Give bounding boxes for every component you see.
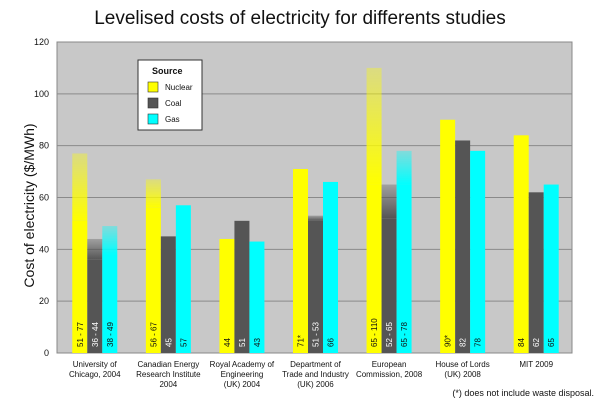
nuclear-bar xyxy=(366,184,382,353)
category-label: Royal Academy of xyxy=(210,360,275,369)
nuclear-bar xyxy=(219,238,235,353)
nuclear-bar xyxy=(145,207,161,353)
coal-bar xyxy=(455,140,471,353)
category-label: House of Lords xyxy=(436,360,490,369)
nuclear-range-bar xyxy=(72,153,88,221)
legend-swatch-gas xyxy=(147,113,159,125)
nuclear-value-label: 71* xyxy=(297,335,306,347)
category-label: Commission, 2008 xyxy=(356,370,423,379)
coal-bar xyxy=(234,220,250,353)
coal-range-bar xyxy=(308,215,323,221)
nuclear-range-bar xyxy=(366,67,382,185)
y-tick-label: 60 xyxy=(39,193,49,203)
coal-value-label: 51 - 53 xyxy=(312,322,321,347)
legend-label-nuclear: Nuclear xyxy=(165,83,193,92)
coal-value-label: 82 xyxy=(459,338,468,347)
category-label: Engineering xyxy=(221,370,264,379)
coal-value-label: 51 xyxy=(238,338,247,347)
nuclear-bar xyxy=(72,220,88,353)
gas-bar xyxy=(249,241,265,353)
gas-value-label: 43 xyxy=(253,338,262,347)
gas-range-bar xyxy=(102,226,118,255)
gas-value-label: 66 xyxy=(327,338,336,347)
coal-value-label: 62 xyxy=(532,338,541,347)
gas-bar xyxy=(470,150,486,353)
coal-bar xyxy=(308,220,323,353)
nuclear-bar xyxy=(293,168,308,353)
category-label: University of xyxy=(73,360,118,369)
gas-bar xyxy=(323,181,338,353)
gas-value-label: 65 xyxy=(547,338,556,347)
y-tick-label: 20 xyxy=(39,296,49,306)
coal-range-bar xyxy=(87,238,103,260)
legend-swatch-coal xyxy=(147,97,159,109)
coal-value-label: 36 - 44 xyxy=(91,322,100,347)
category-label: (UK) 2004 xyxy=(224,380,261,389)
gas-bar xyxy=(396,184,412,353)
nuclear-bar xyxy=(440,119,456,353)
y-tick-label: 100 xyxy=(34,89,49,99)
legend-label-gas: Gas xyxy=(165,115,180,124)
coal-bar xyxy=(87,259,103,353)
coal-bar xyxy=(528,192,544,353)
nuclear-value-label: 65 - 110 xyxy=(370,318,379,347)
y-tick-label: 0 xyxy=(44,348,49,358)
chart-title: Levelised costs of electricity for diffe… xyxy=(94,8,506,29)
category-label: Research Institute xyxy=(136,370,201,379)
nuclear-value-label: 90* xyxy=(444,335,453,347)
legend-label-coal: Coal xyxy=(165,99,182,108)
nuclear-value-label: 84 xyxy=(517,338,526,347)
legend-swatch-nuclear xyxy=(147,81,159,93)
category-label: MIT 2009 xyxy=(519,360,553,369)
legend-title: Source xyxy=(152,66,183,76)
nuclear-bar xyxy=(513,135,529,353)
y-axis-title: Cost of electricity ($/MWh) xyxy=(21,123,37,287)
category-label: European xyxy=(372,360,407,369)
gas-value-label: 38 - 49 xyxy=(106,322,115,347)
gas-value-label: 65 - 78 xyxy=(400,322,409,347)
gas-bar xyxy=(543,184,559,353)
coal-bar xyxy=(381,218,397,353)
coal-value-label: 45 xyxy=(164,338,173,347)
gas-value-label: 57 xyxy=(179,338,188,347)
coal-range-bar xyxy=(381,184,397,219)
nuclear-value-label: 44 xyxy=(223,338,232,347)
category-label: (UK) 2008 xyxy=(444,370,481,379)
y-tick-label: 40 xyxy=(39,244,49,254)
y-tick-label: 120 xyxy=(34,37,49,47)
gas-bar xyxy=(102,254,118,353)
gas-bar xyxy=(175,205,191,353)
y-tick-label: 80 xyxy=(39,141,49,151)
category-label: Canadian Energy xyxy=(137,360,199,369)
category-label: Chicago, 2004 xyxy=(69,370,121,379)
nuclear-range-bar xyxy=(145,179,161,208)
category-label: Trade and Industry xyxy=(282,370,349,379)
category-label: (UK) 2006 xyxy=(297,380,334,389)
nuclear-value-label: 51 - 77 xyxy=(76,322,85,347)
gas-range-bar xyxy=(396,150,412,185)
coal-value-label: 52 - 65 xyxy=(385,322,394,347)
nuclear-value-label: 56 - 67 xyxy=(149,322,158,347)
category-label: 2004 xyxy=(159,380,177,389)
category-label: Department of xyxy=(290,360,341,369)
coal-bar xyxy=(160,236,176,353)
gas-value-label: 78 xyxy=(474,338,483,347)
footnote: (*) does not include waste disposal. xyxy=(452,388,594,398)
